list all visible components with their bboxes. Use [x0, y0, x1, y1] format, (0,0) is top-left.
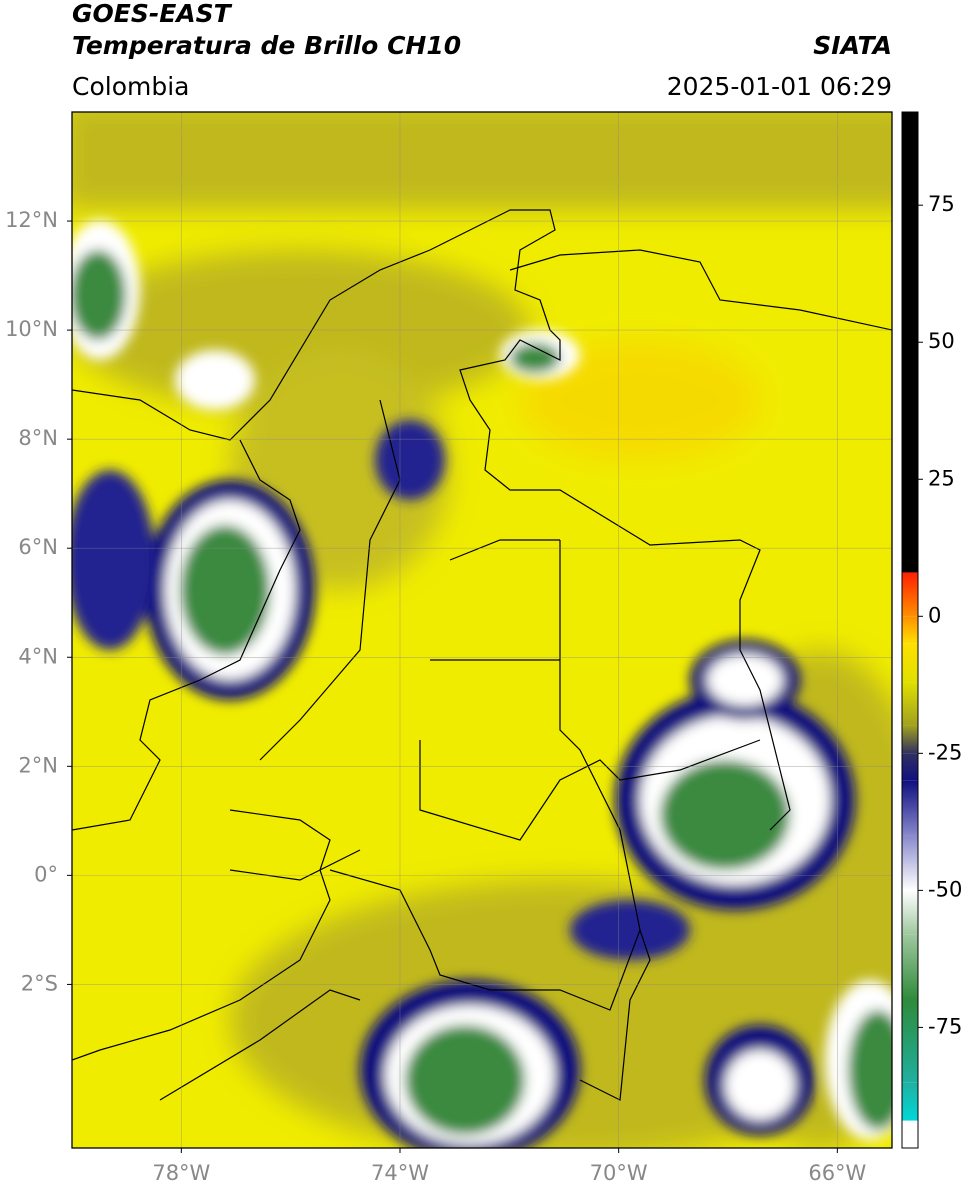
x-tick-label: 74°W — [371, 1161, 429, 1185]
y-tick-label: 0° — [34, 862, 58, 886]
colorbar-segment — [902, 725, 918, 754]
y-tick-label: 10°N — [5, 317, 58, 341]
colorbar-segment — [902, 572, 918, 617]
x-tick-label: 66°W — [808, 1161, 866, 1185]
colorbar: -75 -50 -25 0 25 50 75 — [901, 111, 962, 1149]
subtitle: Temperatura de Brillo CH10 — [72, 31, 461, 60]
colorbar-segment — [902, 1000, 918, 1083]
x-tick-label: 70°W — [590, 1161, 648, 1185]
colorbar-tick-label: 75 — [928, 192, 955, 216]
colorbar-tick-label: 25 — [928, 466, 955, 490]
colorbar-segment — [902, 780, 918, 836]
colorbar-segment — [902, 112, 918, 573]
colorbar-segment — [902, 753, 918, 781]
y-tick-label: 2°S — [21, 971, 58, 995]
graticule — [67, 112, 892, 1153]
timestamp: 2025-01-01 06:29 — [667, 72, 892, 101]
colorbar-segment — [902, 616, 918, 644]
colorbar-segment — [902, 890, 918, 935]
colorbar-segment — [902, 1082, 918, 1121]
colorbar-tick-label: -75 — [928, 1014, 962, 1038]
region: Colombia — [72, 72, 189, 101]
colorbar-tick-label: 50 — [928, 329, 955, 353]
colorbar-segment — [902, 643, 918, 683]
colorbar-segment — [902, 682, 918, 726]
y-tick-label: 12°N — [5, 208, 58, 232]
title: GOES-EAST — [72, 0, 233, 28]
map-frame — [71, 111, 893, 1149]
satellite-image — [72, 112, 892, 1148]
y-tick-label: 2°N — [18, 753, 58, 777]
x-tick-label: 78°W — [152, 1161, 210, 1185]
colorbar-tick-label: -50 — [928, 877, 962, 901]
colorbar-tick-label: -25 — [928, 740, 962, 764]
y-tick-label: 4°N — [18, 644, 58, 668]
colorbar-tick-label: 0 — [928, 603, 941, 627]
colorbar-segment — [902, 934, 918, 1000]
colorbar-segment — [902, 1120, 918, 1148]
colorbar-frame — [901, 111, 919, 1149]
y-tick-label: 8°N — [18, 426, 58, 450]
source: SIATA — [813, 31, 892, 60]
y-tick-label: 6°N — [18, 535, 58, 559]
colorbar-segment — [902, 835, 918, 891]
